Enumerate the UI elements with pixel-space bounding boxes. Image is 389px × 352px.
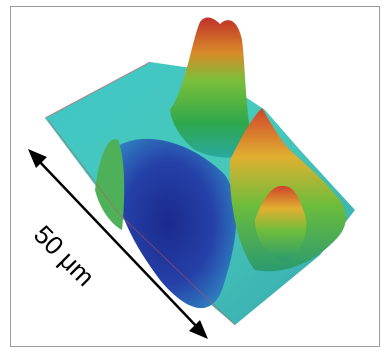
figure: 50 μm [0, 0, 389, 352]
